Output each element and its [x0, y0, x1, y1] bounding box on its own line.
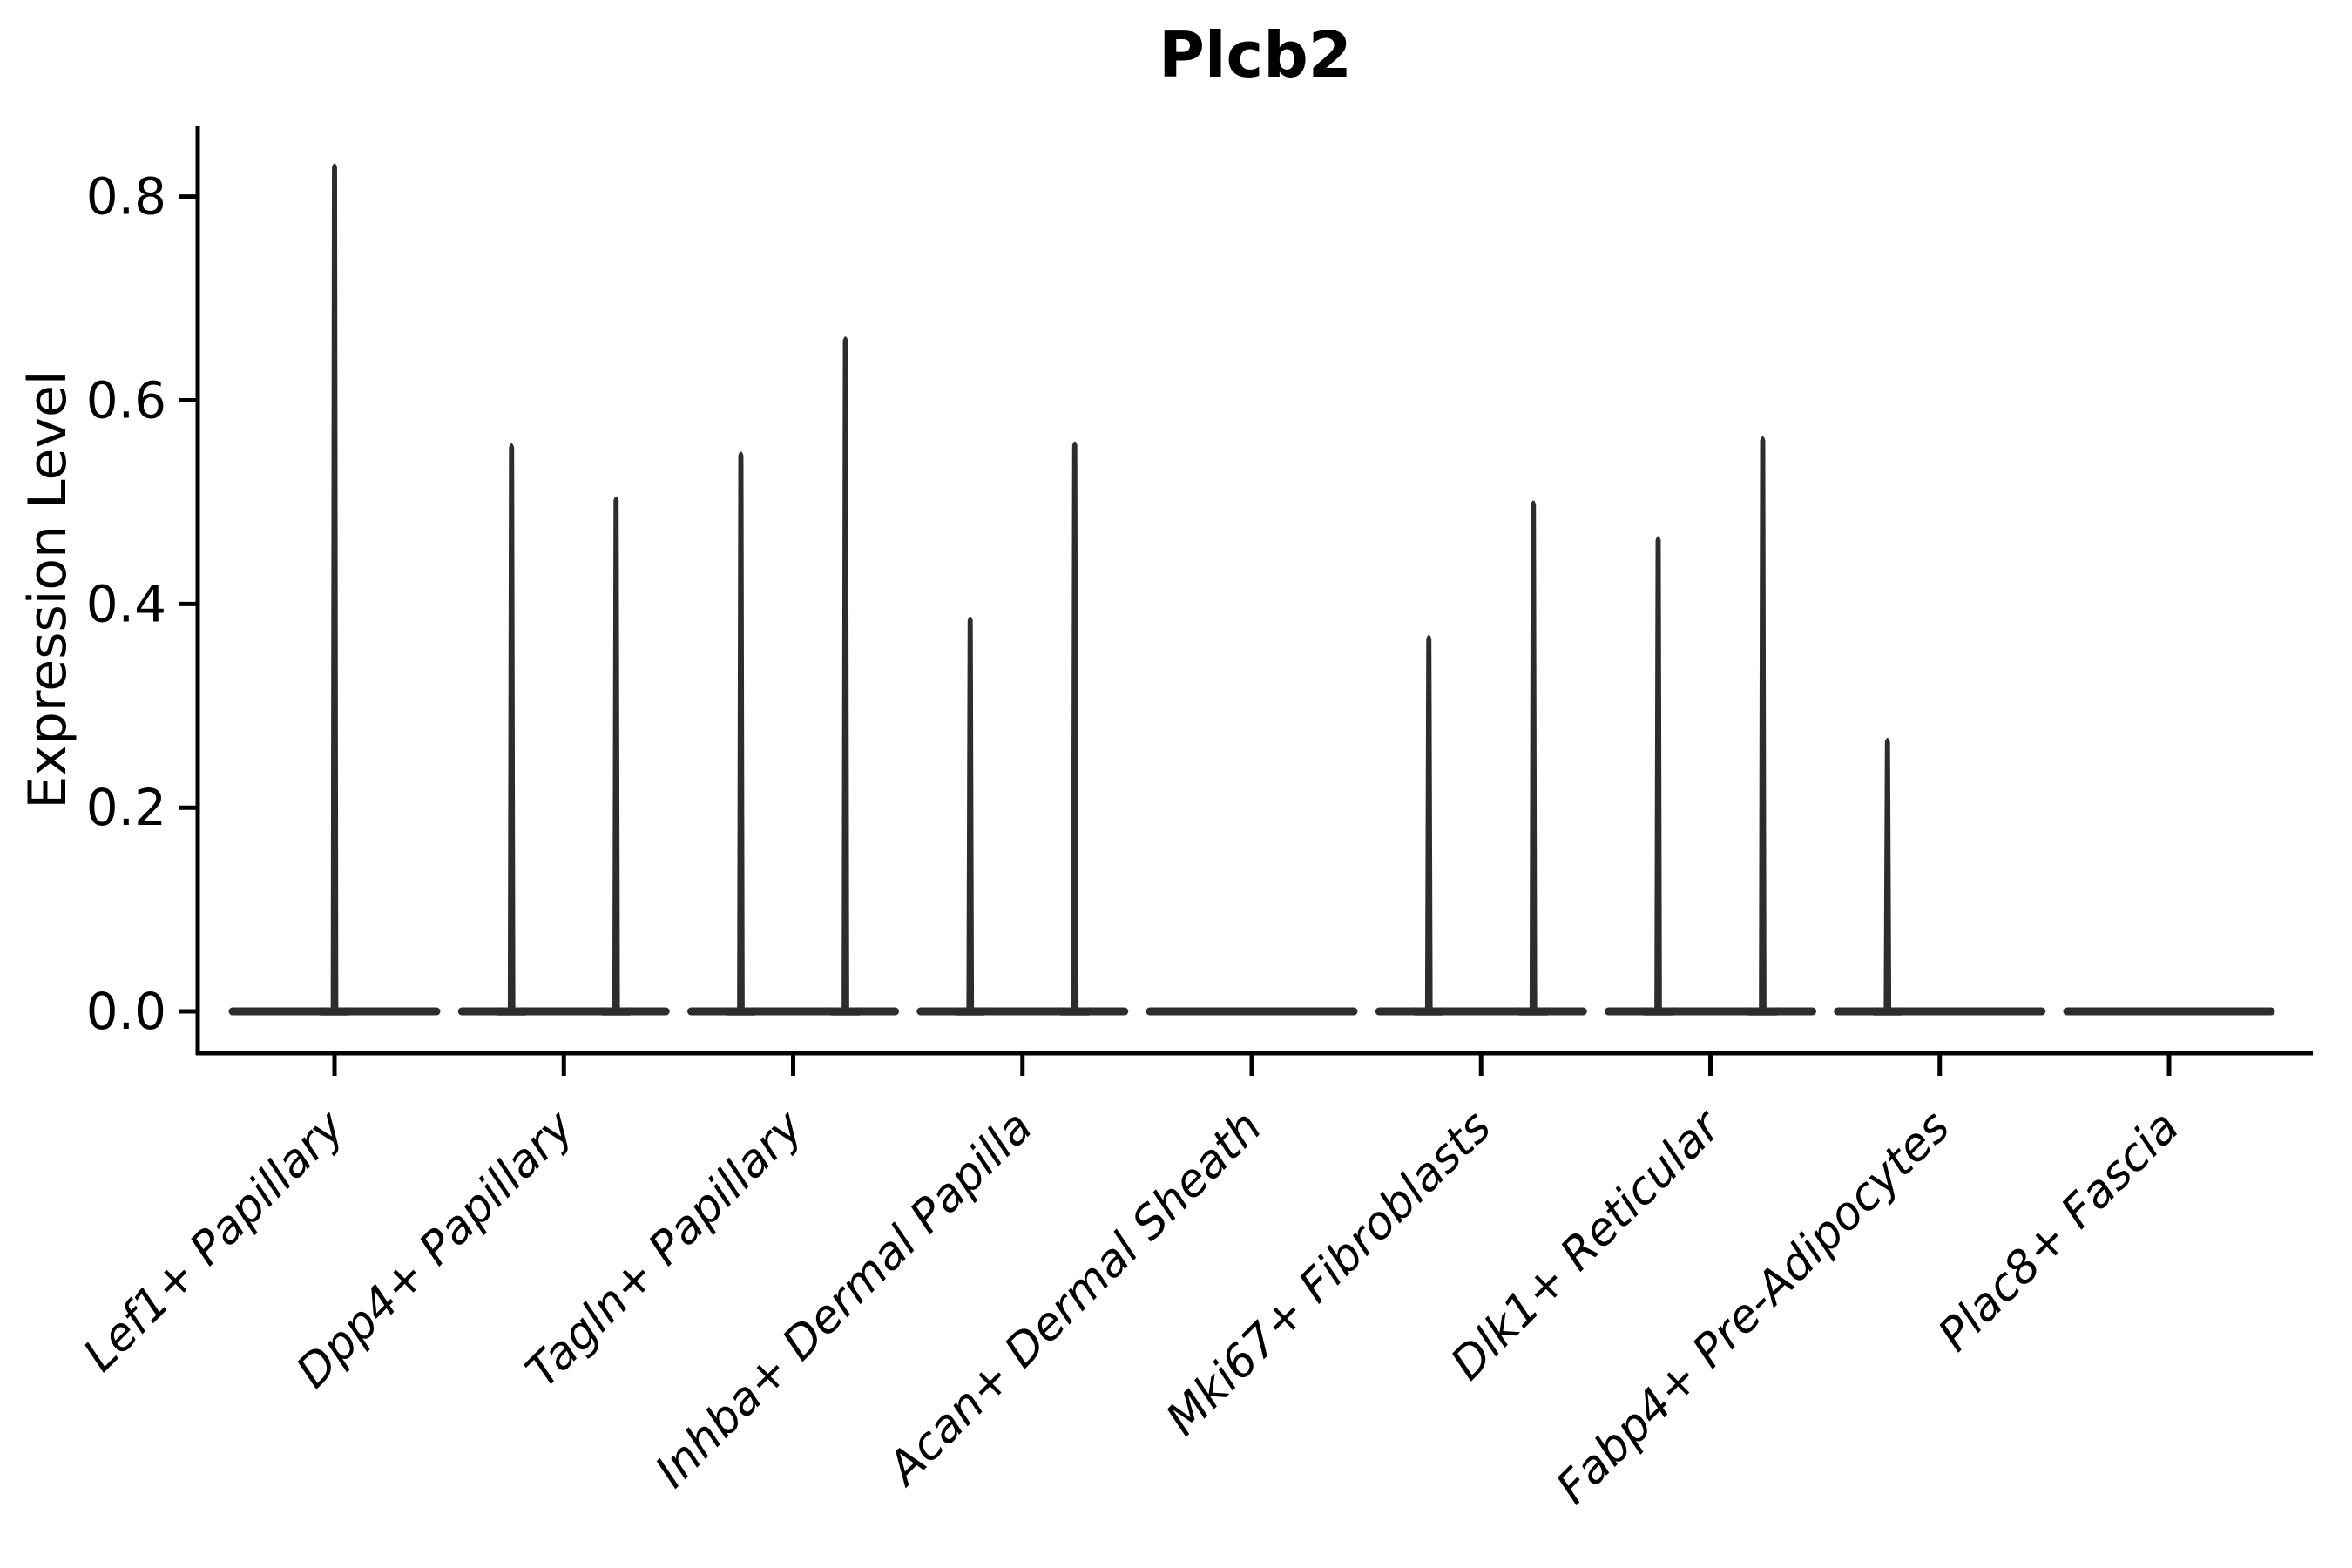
- violin-spike: [956, 616, 985, 1016]
- violin-spike: [1747, 436, 1778, 1016]
- x-tick-label: Plac8+ Fascia: [1929, 1101, 2189, 1362]
- y-tick-label: 0.8: [86, 167, 166, 226]
- violin-layer: [228, 163, 2275, 1016]
- y-tick-label: 0.4: [86, 574, 166, 633]
- chart-title: Plcb2: [1159, 18, 1352, 91]
- violin: [687, 336, 899, 1016]
- violin-spike: [1414, 634, 1443, 1016]
- violin-spike: [830, 336, 861, 1016]
- x-tick-label: Fabp4+ Pre-Adipocytes: [1546, 1101, 1960, 1515]
- violin-spike: [726, 451, 756, 1016]
- x-tick-label: Inhba+ Dermal Papilla: [645, 1101, 1043, 1498]
- violin-spike: [601, 496, 631, 1016]
- violin: [457, 443, 670, 1016]
- violin: [1605, 436, 1816, 1016]
- axes-layer: [179, 126, 2313, 1076]
- violin: [1834, 737, 2046, 1016]
- x-tick-label: Acan+ Dermal Sheath: [876, 1101, 1272, 1497]
- violin: [916, 441, 1129, 1016]
- violin-spike: [497, 443, 526, 1016]
- y-axis-label: Expression Level: [17, 370, 78, 808]
- violin-spike: [1873, 737, 1903, 1016]
- violin-spike: [1518, 500, 1548, 1016]
- violin-spike: [1060, 441, 1090, 1016]
- y-tick-label: 0.0: [86, 982, 166, 1041]
- violin: [1375, 500, 1587, 1016]
- violin-spike: [320, 163, 349, 1016]
- violin-spike: [1643, 536, 1673, 1016]
- y-tick-label: 0.2: [86, 778, 166, 837]
- y-tick-label: 0.6: [86, 371, 166, 430]
- violin: [228, 163, 441, 1016]
